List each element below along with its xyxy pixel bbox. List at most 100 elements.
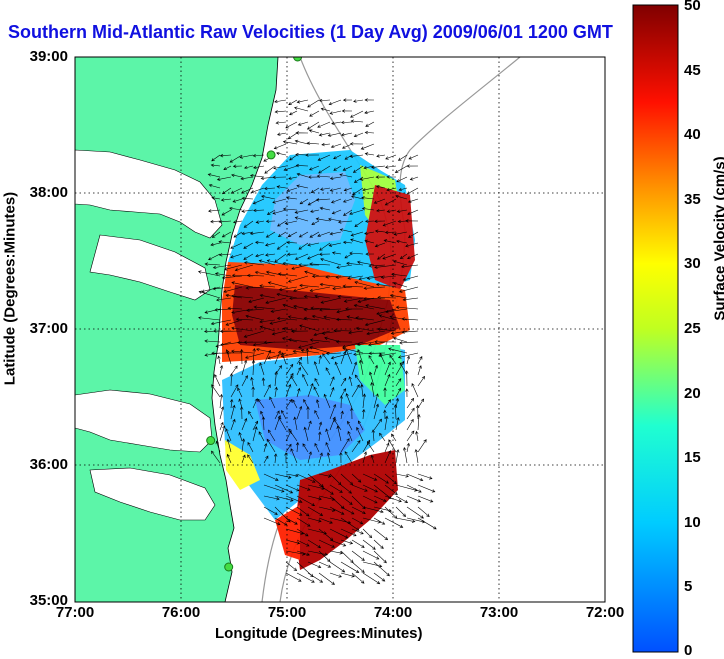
velocity-arrow <box>406 164 419 168</box>
velocity-arrow <box>362 572 381 585</box>
velocity-arrow <box>210 163 221 167</box>
velocity-arrow <box>331 251 342 255</box>
velocity-arrow <box>324 336 342 343</box>
velocity-arrow <box>241 359 248 376</box>
velocity-arrow <box>329 550 344 555</box>
velocity-arrow <box>257 398 265 409</box>
velocity-arrow <box>208 209 221 213</box>
velocity-arrow <box>354 374 364 387</box>
velocity-arrow <box>343 209 353 216</box>
x-tick-label: 74:00 <box>373 604 413 621</box>
velocity-arrow <box>320 297 342 304</box>
velocity-arrow <box>299 324 320 332</box>
velocity-arrow <box>336 425 342 442</box>
velocity-arrow <box>383 387 387 398</box>
velocity-arrow <box>339 173 353 178</box>
velocity-arrow <box>373 495 387 502</box>
velocity-arrow <box>287 132 298 140</box>
velocity-arrow <box>265 270 287 277</box>
velocity-arrow <box>329 506 345 515</box>
velocity-arrow <box>224 264 243 271</box>
velocity-arrow <box>362 473 378 481</box>
velocity-arrow <box>225 349 232 365</box>
velocity-arrow <box>329 528 349 539</box>
velocity-arrow <box>239 154 254 159</box>
velocity-arrow <box>274 350 281 365</box>
velocity-arrow <box>298 263 320 267</box>
velocity-arrow <box>245 286 265 290</box>
velocity-arrow <box>318 539 335 548</box>
velocity-arrow <box>329 187 342 192</box>
velocity-arrow <box>296 517 311 527</box>
velocity-arrow <box>267 352 287 360</box>
velocity-arrow <box>318 98 331 103</box>
velocity-arrow <box>285 473 299 478</box>
velocity-arrow <box>353 176 364 183</box>
velocity-arrow <box>417 413 421 431</box>
velocity-arrow <box>407 209 419 215</box>
velocity-arrow <box>342 240 353 245</box>
velocity-arrow <box>300 349 320 354</box>
y-tick-label: 36:00 <box>29 456 68 473</box>
velocity-arrow <box>329 572 342 578</box>
velocity-arrow <box>362 528 373 539</box>
velocity-arrow <box>384 373 391 387</box>
velocity-arrow <box>343 187 353 192</box>
velocity-arrow <box>333 328 353 333</box>
velocity-arrow <box>215 440 221 453</box>
velocity-arrow <box>214 308 232 312</box>
velocity-arrow <box>329 484 343 493</box>
velocity-arrow <box>216 176 232 181</box>
velocity-arrow <box>353 132 364 138</box>
velocity-arrow <box>276 151 287 156</box>
velocity-arrow <box>274 495 294 502</box>
velocity-arrow <box>295 163 309 168</box>
velocity-arrow <box>263 349 271 365</box>
velocity-arrow <box>411 383 419 398</box>
velocity-arrow <box>309 338 331 343</box>
velocity-arrow <box>263 455 269 464</box>
velocity-arrow <box>198 290 221 299</box>
velocity-arrow <box>406 430 415 442</box>
velocity-arrow <box>376 209 386 213</box>
velocity-arrow <box>252 153 265 158</box>
velocity-arrow <box>373 550 387 564</box>
velocity-arrow <box>281 352 287 365</box>
velocity-arrow <box>408 154 419 160</box>
velocity-arrow <box>351 550 365 561</box>
velocity-arrow <box>368 355 375 365</box>
velocity-arrow <box>350 119 364 123</box>
velocity-arrow <box>285 443 292 453</box>
velocity-arrow <box>384 473 397 485</box>
velocity-arrow <box>393 404 398 420</box>
velocity-arrow <box>362 439 371 453</box>
velocity-arrow <box>231 294 254 299</box>
velocity-arrow <box>409 176 419 181</box>
velocity-arrow <box>406 506 424 519</box>
velocity-arrow <box>247 454 254 464</box>
velocity-arrow <box>417 506 430 517</box>
velocity-arrow <box>274 386 278 398</box>
x-tick-label: 72:00 <box>585 604 625 621</box>
velocity-arrow <box>263 495 280 501</box>
velocity-arrow <box>314 409 320 420</box>
velocity-arrow <box>388 347 408 354</box>
velocity-arrow <box>365 252 375 256</box>
velocity-arrow <box>346 315 364 321</box>
velocity-arrow <box>259 325 276 332</box>
velocity-arrow <box>305 153 320 157</box>
velocity-arrow <box>255 220 265 224</box>
velocity-arrow <box>243 261 265 266</box>
velocity-arrow <box>315 217 331 222</box>
velocity-arrow <box>340 517 360 531</box>
velocity-arrow <box>405 219 419 223</box>
velocity-arrow <box>314 377 320 387</box>
velocity-arrow <box>274 370 278 387</box>
colorbar-tick-label: 5 <box>684 578 693 595</box>
velocity-arrow <box>296 495 316 507</box>
velocity-arrow <box>252 420 259 431</box>
velocity-arrow <box>264 186 276 191</box>
velocity-arrow <box>288 99 298 106</box>
velocity-arrow <box>366 330 386 336</box>
velocity-arrow <box>329 561 346 573</box>
